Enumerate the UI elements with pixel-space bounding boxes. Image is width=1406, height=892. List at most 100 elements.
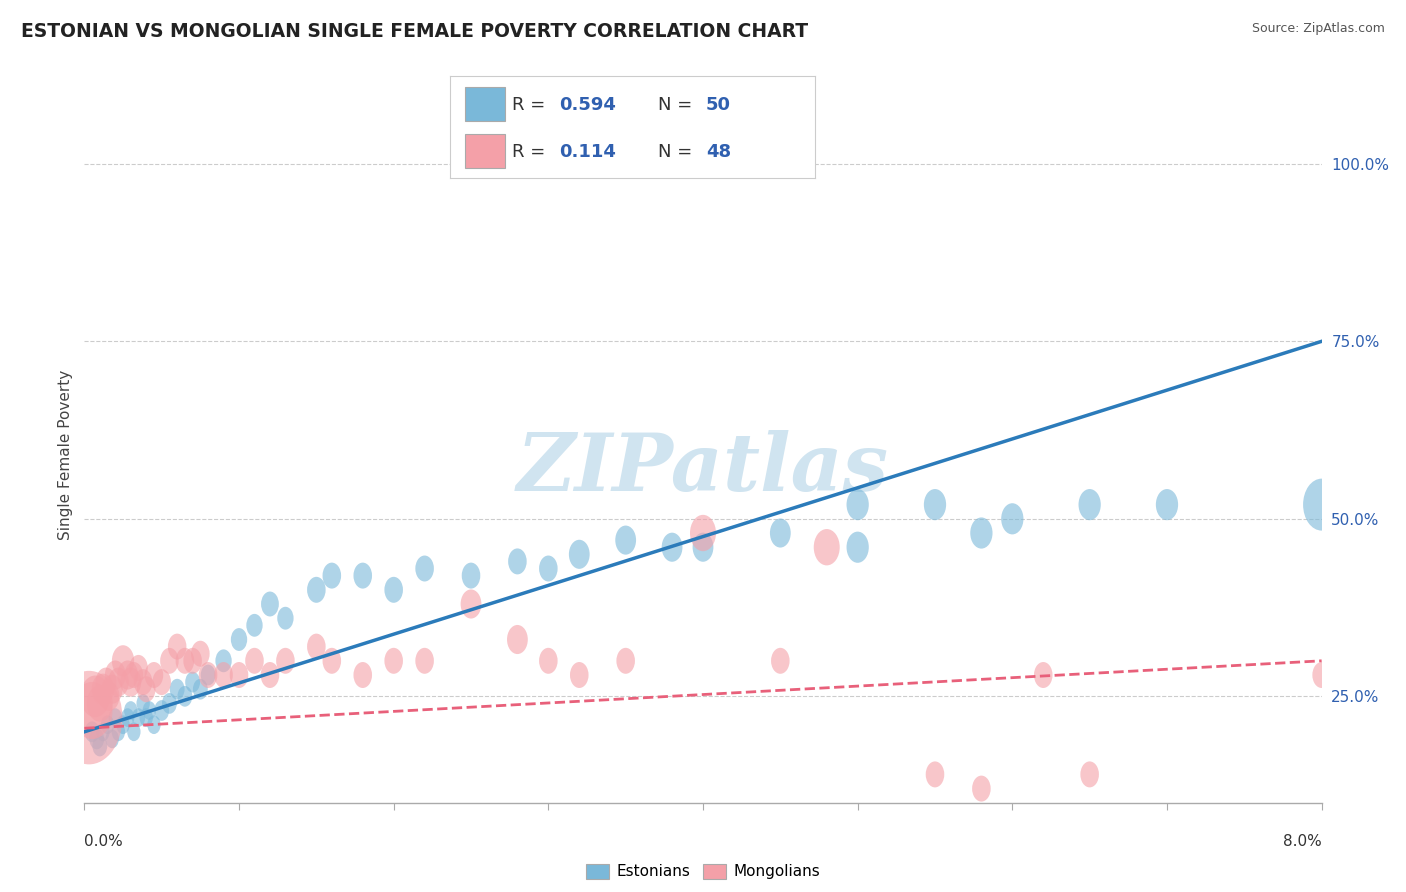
Ellipse shape	[231, 628, 247, 651]
Ellipse shape	[90, 729, 104, 749]
Text: 0.114: 0.114	[560, 143, 616, 161]
Ellipse shape	[148, 715, 160, 734]
Ellipse shape	[105, 730, 120, 748]
Ellipse shape	[353, 662, 373, 688]
Ellipse shape	[176, 648, 194, 673]
Ellipse shape	[924, 489, 946, 520]
Ellipse shape	[693, 533, 713, 562]
Ellipse shape	[96, 723, 110, 741]
Ellipse shape	[134, 669, 152, 695]
Ellipse shape	[307, 633, 326, 659]
Text: 48: 48	[706, 143, 731, 161]
Ellipse shape	[384, 648, 404, 673]
Text: R =: R =	[512, 95, 551, 113]
Text: N =: N =	[658, 143, 699, 161]
Ellipse shape	[538, 648, 558, 673]
Ellipse shape	[245, 648, 264, 673]
Ellipse shape	[846, 489, 869, 520]
Ellipse shape	[80, 675, 110, 717]
Text: Source: ZipAtlas.com: Source: ZipAtlas.com	[1251, 22, 1385, 36]
Ellipse shape	[276, 648, 295, 673]
Ellipse shape	[145, 662, 163, 688]
Ellipse shape	[105, 660, 125, 690]
Ellipse shape	[91, 673, 114, 705]
Ellipse shape	[127, 723, 141, 741]
Ellipse shape	[690, 515, 716, 551]
Ellipse shape	[262, 591, 278, 616]
Legend: Estonians, Mongolians: Estonians, Mongolians	[579, 857, 827, 886]
Ellipse shape	[662, 533, 682, 562]
Ellipse shape	[246, 614, 263, 637]
Ellipse shape	[155, 700, 169, 721]
Ellipse shape	[170, 679, 184, 699]
Ellipse shape	[384, 577, 404, 603]
Ellipse shape	[121, 667, 141, 697]
Ellipse shape	[136, 676, 156, 702]
Ellipse shape	[136, 694, 150, 713]
Ellipse shape	[972, 776, 991, 802]
Ellipse shape	[1156, 489, 1178, 520]
Ellipse shape	[124, 701, 138, 720]
Ellipse shape	[322, 563, 342, 589]
Ellipse shape	[307, 577, 326, 603]
Ellipse shape	[108, 708, 122, 727]
Ellipse shape	[87, 685, 112, 722]
Ellipse shape	[201, 665, 215, 685]
Ellipse shape	[616, 648, 636, 673]
Ellipse shape	[846, 532, 869, 563]
Ellipse shape	[1312, 662, 1331, 688]
Ellipse shape	[112, 645, 134, 676]
Ellipse shape	[461, 590, 481, 618]
Ellipse shape	[538, 556, 558, 582]
Ellipse shape	[415, 648, 434, 673]
Ellipse shape	[167, 633, 187, 659]
Ellipse shape	[814, 529, 839, 566]
Text: 0.594: 0.594	[560, 95, 616, 113]
Ellipse shape	[214, 662, 233, 688]
Ellipse shape	[461, 563, 481, 589]
Ellipse shape	[198, 662, 218, 688]
FancyBboxPatch shape	[464, 87, 505, 121]
Ellipse shape	[186, 672, 200, 692]
Ellipse shape	[925, 762, 945, 788]
Ellipse shape	[1078, 489, 1101, 520]
Y-axis label: Single Female Poverty: Single Female Poverty	[58, 370, 73, 540]
Ellipse shape	[353, 563, 373, 589]
Text: 8.0%: 8.0%	[1282, 834, 1322, 849]
Ellipse shape	[93, 736, 107, 756]
Ellipse shape	[111, 723, 125, 741]
Ellipse shape	[125, 662, 143, 688]
Ellipse shape	[132, 708, 145, 727]
Ellipse shape	[129, 655, 148, 681]
Ellipse shape	[160, 648, 179, 673]
Ellipse shape	[970, 517, 993, 549]
Ellipse shape	[101, 674, 122, 704]
Ellipse shape	[415, 556, 434, 582]
Ellipse shape	[162, 693, 177, 714]
Ellipse shape	[277, 607, 294, 630]
Ellipse shape	[508, 625, 527, 654]
Text: ESTONIAN VS MONGOLIAN SINGLE FEMALE POVERTY CORRELATION CHART: ESTONIAN VS MONGOLIAN SINGLE FEMALE POVE…	[21, 22, 808, 41]
Ellipse shape	[1001, 503, 1024, 534]
Text: ZIPatlas: ZIPatlas	[517, 430, 889, 508]
Ellipse shape	[117, 660, 138, 690]
Ellipse shape	[84, 722, 100, 742]
Ellipse shape	[508, 549, 527, 574]
Text: 0.0%: 0.0%	[84, 834, 124, 849]
Text: R =: R =	[512, 143, 557, 161]
Ellipse shape	[616, 525, 636, 555]
Text: N =: N =	[658, 95, 699, 113]
Ellipse shape	[121, 708, 135, 727]
Ellipse shape	[139, 708, 153, 727]
Ellipse shape	[98, 681, 120, 711]
Ellipse shape	[56, 671, 122, 764]
Ellipse shape	[770, 518, 790, 548]
Ellipse shape	[322, 648, 342, 673]
Ellipse shape	[191, 640, 209, 666]
Ellipse shape	[183, 648, 202, 673]
Ellipse shape	[569, 540, 589, 569]
Ellipse shape	[229, 662, 249, 688]
Ellipse shape	[770, 648, 790, 673]
Ellipse shape	[193, 679, 208, 699]
Ellipse shape	[1033, 662, 1053, 688]
